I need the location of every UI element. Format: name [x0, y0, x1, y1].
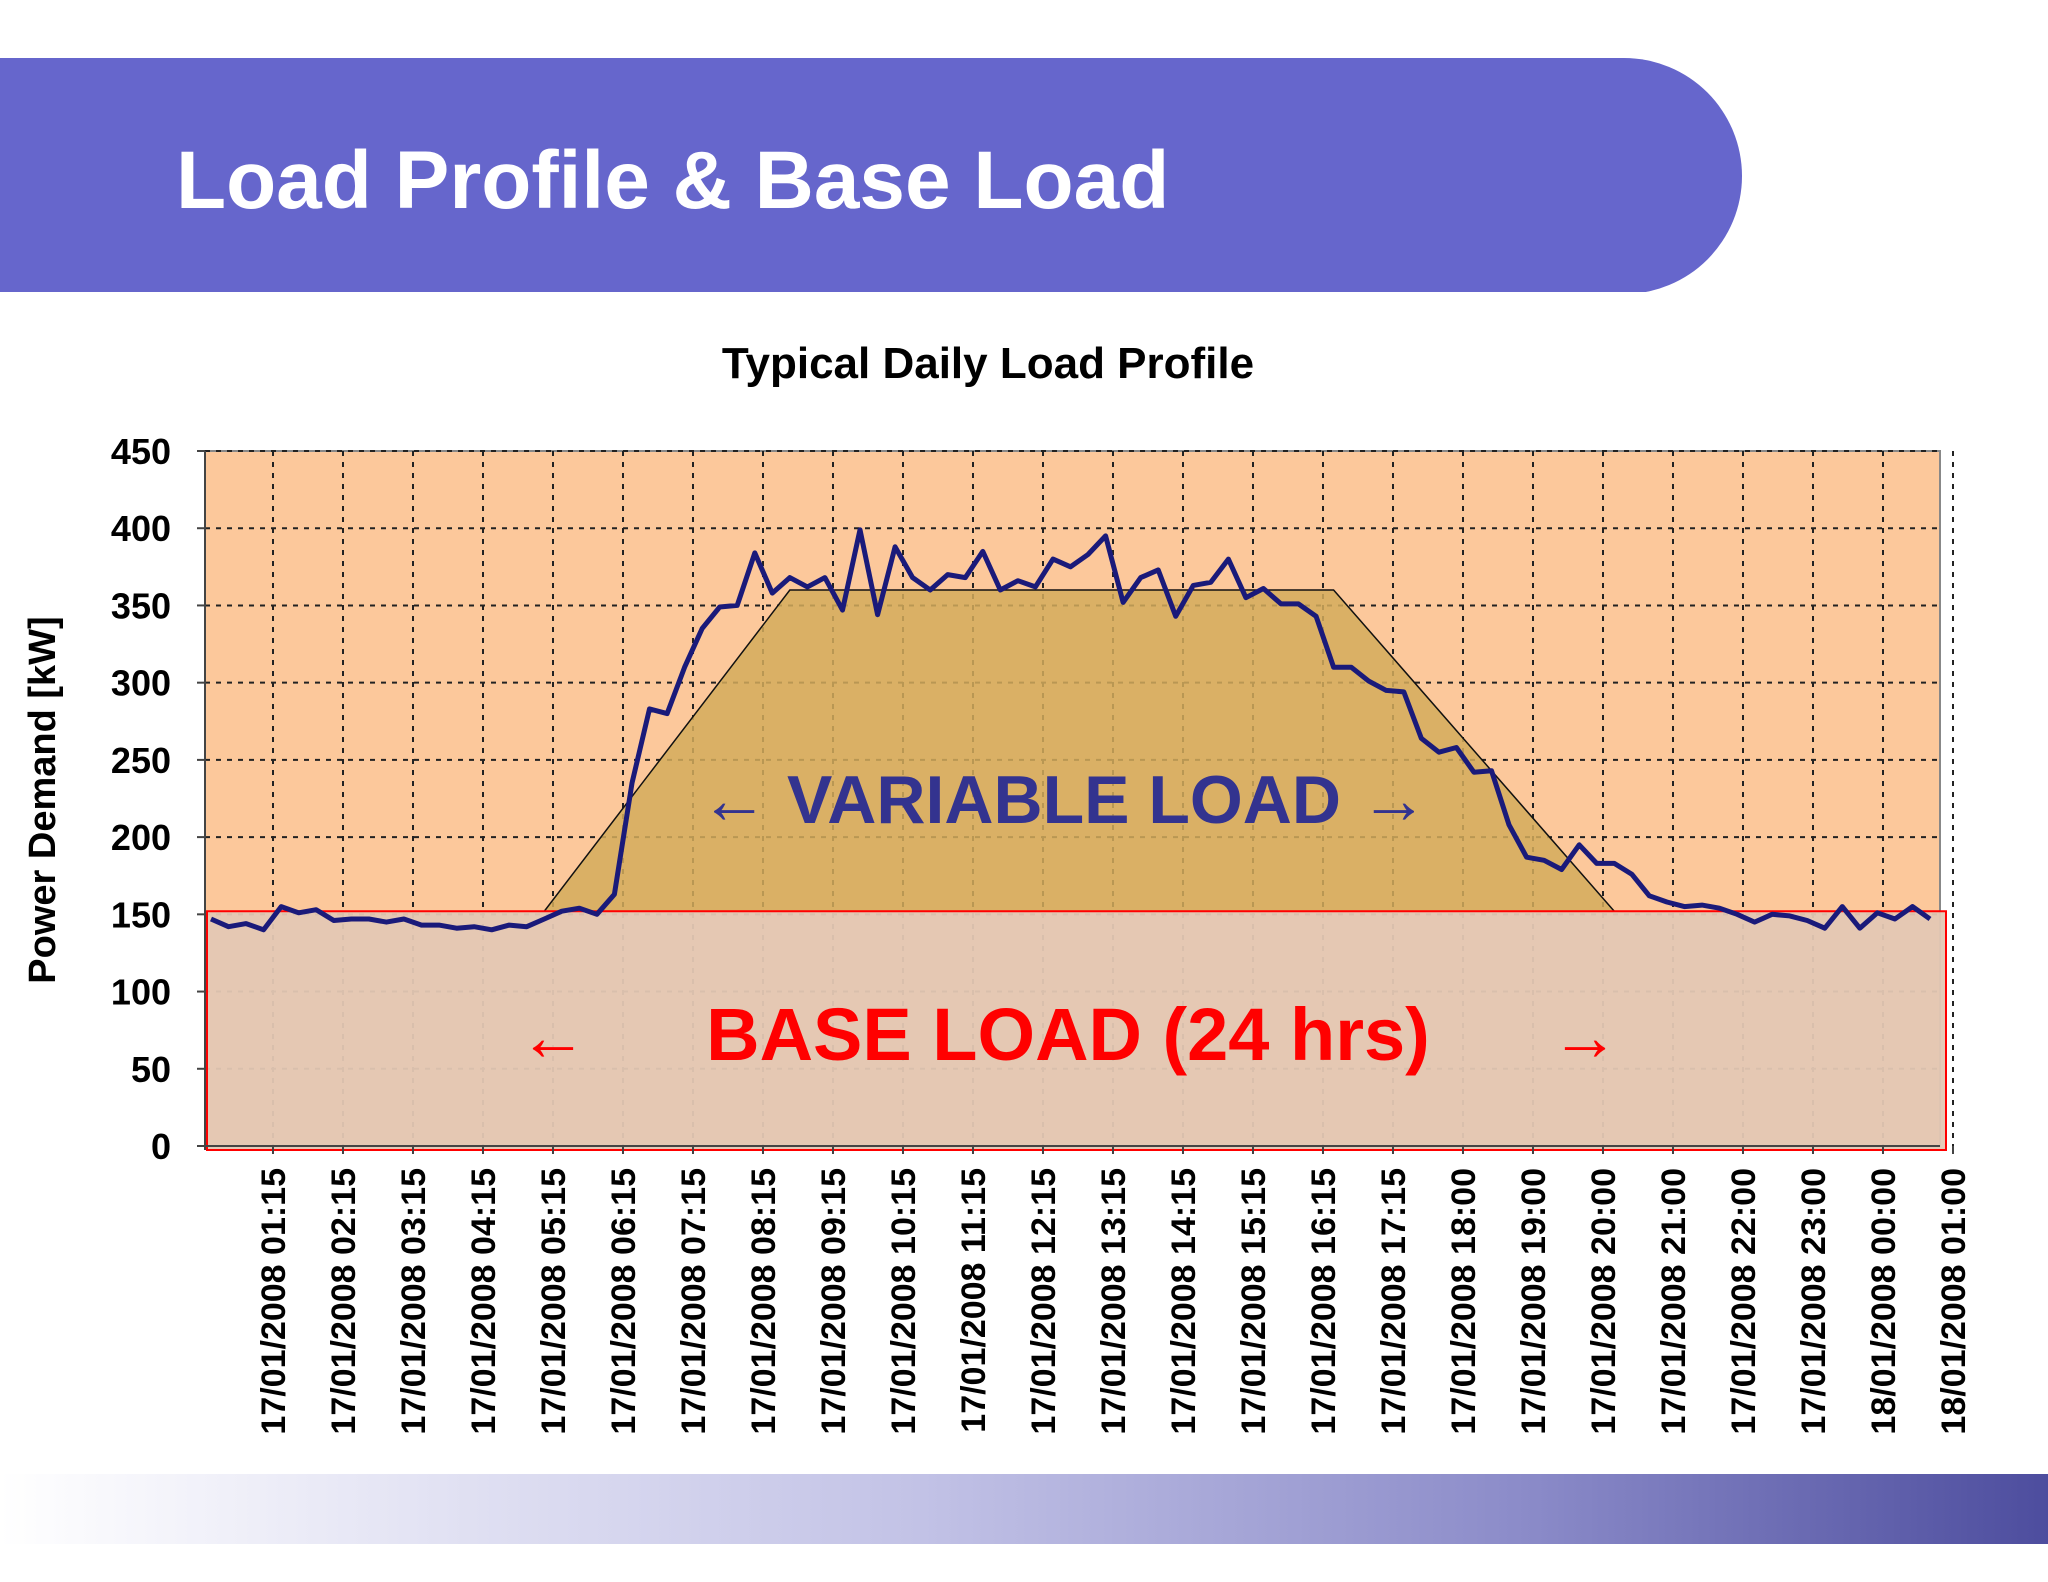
slide-title: Load Profile & Base Load [176, 135, 1170, 226]
x-tick-label: 17/01/2008 07:15 [675, 1168, 713, 1435]
x-tick-label: 17/01/2008 22:00 [1725, 1168, 1763, 1435]
footer-gradient-bar [0, 1474, 2048, 1544]
x-tick-label: 17/01/2008 19:00 [1515, 1168, 1553, 1435]
base-load-area [206, 910, 1947, 1151]
base-load-label: BASE LOAD (24 hrs) [706, 993, 1430, 1076]
y-tick-label: 200 [111, 817, 171, 858]
y-tick-label: 50 [131, 1049, 171, 1090]
x-tick-label: 17/01/2008 18:00 [1445, 1168, 1483, 1435]
x-tick-label: 17/01/2008 08:15 [745, 1168, 783, 1435]
x-tick-label: 17/01/2008 15:15 [1235, 1168, 1273, 1435]
y-tick-label: 400 [111, 508, 171, 549]
series-line [209, 527, 1932, 933]
x-tick-label: 17/01/2008 04:15 [465, 1168, 503, 1435]
x-tick-label: 17/01/2008 06:15 [605, 1168, 643, 1435]
x-tick-label: 17/01/2008 14:15 [1165, 1168, 1203, 1435]
x-tick-label: 17/01/2008 02:15 [325, 1168, 363, 1435]
y-tick-label: 300 [111, 663, 171, 704]
x-tick-label: 17/01/2008 12:15 [1025, 1168, 1063, 1435]
x-tick-label: 17/01/2008 21:00 [1655, 1168, 1693, 1435]
base-load-arrow-right: → [1551, 999, 1619, 1075]
x-tick-label: 17/01/2008 01:15 [255, 1168, 293, 1435]
y-tick-label: 350 [111, 585, 171, 626]
x-tick-label: 17/01/2008 23:00 [1795, 1168, 1833, 1435]
base-load-arrow-left: ← [519, 999, 587, 1075]
x-tick-label: 17/01/2008 20:00 [1585, 1168, 1623, 1435]
x-tick-label: 17/01/2008 16:15 [1305, 1168, 1343, 1435]
y-tick-label: 0 [151, 1126, 171, 1167]
x-tick-label: 17/01/2008 05:15 [535, 1168, 573, 1435]
chart-title: Typical Daily Load Profile [722, 339, 1254, 388]
y-axis-label: Power Demand [kW] [22, 616, 64, 983]
x-axis-ticks: 17/01/2008 01:15 17/01/2008 02:15 17/01/20… [255, 1146, 1973, 1435]
y-axis-ticks: 0 50 100 150 200 250 300 350 400 450 [111, 431, 205, 1167]
x-tick-label: 17/01/2008 11:15 [955, 1168, 993, 1433]
y-tick-label: 100 [111, 972, 171, 1013]
x-tick-label: 17/01/2008 09:15 [815, 1168, 853, 1435]
title-banner [0, 58, 1742, 294]
x-tick-label: 17/01/2008 10:15 [885, 1168, 923, 1435]
y-tick-label: 450 [111, 431, 171, 472]
y-tick-label: 150 [111, 894, 171, 935]
x-tick-label: 17/01/2008 03:15 [395, 1168, 433, 1435]
x-tick-label: 18/01/2008 01:00 [1935, 1168, 1973, 1435]
x-tick-label: 17/01/2008 13:15 [1095, 1168, 1133, 1435]
x-tick-label: 17/01/2008 17:15 [1375, 1168, 1413, 1435]
variable-load-label: ← VARIABLE LOAD → [700, 762, 1428, 838]
x-tick-label: 18/01/2008 00:00 [1865, 1168, 1903, 1435]
y-tick-label: 250 [111, 740, 171, 781]
banner-divider [0, 292, 1742, 301]
